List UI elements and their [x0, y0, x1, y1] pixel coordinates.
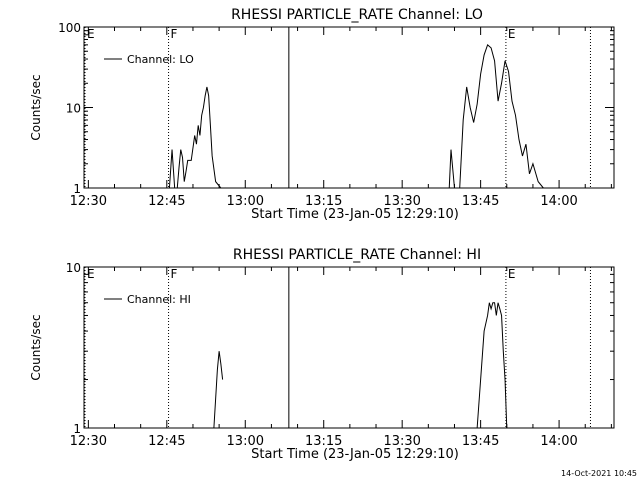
y-tick-label: 1 — [73, 422, 81, 436]
event-marker-label: E — [508, 267, 516, 281]
x-tick-label: 12:45 — [148, 194, 185, 209]
x-tick-label: 13:45 — [462, 434, 499, 449]
event-marker-label: F — [171, 27, 178, 41]
event-marker-label: E — [87, 27, 95, 41]
plot-frame — [83, 26, 615, 189]
y-axis-label: Counts/sec — [29, 314, 43, 380]
event-marker-label: F — [171, 267, 178, 281]
series-line — [213, 351, 224, 429]
chart-title: RHESSI PARTICLE_RATE Channel: HI — [233, 247, 481, 263]
x-tick-label: 13:00 — [227, 194, 264, 209]
x-tick-label: 12:30 — [70, 194, 107, 209]
series-line — [476, 302, 508, 429]
hi-channel-panel: RHESSI PARTICLE_RATE Channel: HI Counts/s… — [29, 247, 615, 462]
y-tick-label: 1 — [73, 182, 81, 196]
legend-label: Channel: LO — [127, 53, 194, 66]
y-tick-label: 100 — [58, 21, 81, 35]
x-tick-label: 13:15 — [305, 194, 342, 209]
x-tick-label: 13:00 — [227, 434, 264, 449]
x-tick-label: 14:00 — [540, 434, 577, 449]
x-axis-label: Start Time (23-Jan-05 12:29:10) — [251, 447, 459, 462]
series-line — [448, 43, 544, 189]
plot-frame — [83, 266, 615, 429]
y-tick-label: 10 — [66, 102, 81, 116]
x-tick-label: 13:30 — [383, 194, 420, 209]
y-tick-label: 10 — [66, 261, 81, 275]
x-tick-label: 13:30 — [383, 434, 420, 449]
x-axis-label: Start Time (23-Jan-05 12:29:10) — [251, 207, 459, 222]
plot-timestamp: 14-Oct-2021 10:45 — [561, 469, 637, 478]
chart-title: RHESSI PARTICLE_RATE Channel: LO — [231, 7, 483, 23]
x-tick-label: 13:45 — [462, 194, 499, 209]
y-axis-label: Counts/sec — [29, 74, 43, 140]
lo-channel-panel: RHESSI PARTICLE_RATE Channel: LO Counts/s… — [29, 7, 615, 222]
event-marker-label: E — [87, 267, 95, 281]
x-tick-label: 14:00 — [540, 194, 577, 209]
series-line — [168, 86, 222, 189]
x-tick-label: 12:30 — [70, 434, 107, 449]
x-tick-label: 13:15 — [305, 434, 342, 449]
event-marker-label: E — [508, 27, 516, 41]
x-tick-label: 12:45 — [148, 434, 185, 449]
legend-label: Channel: HI — [127, 293, 191, 306]
